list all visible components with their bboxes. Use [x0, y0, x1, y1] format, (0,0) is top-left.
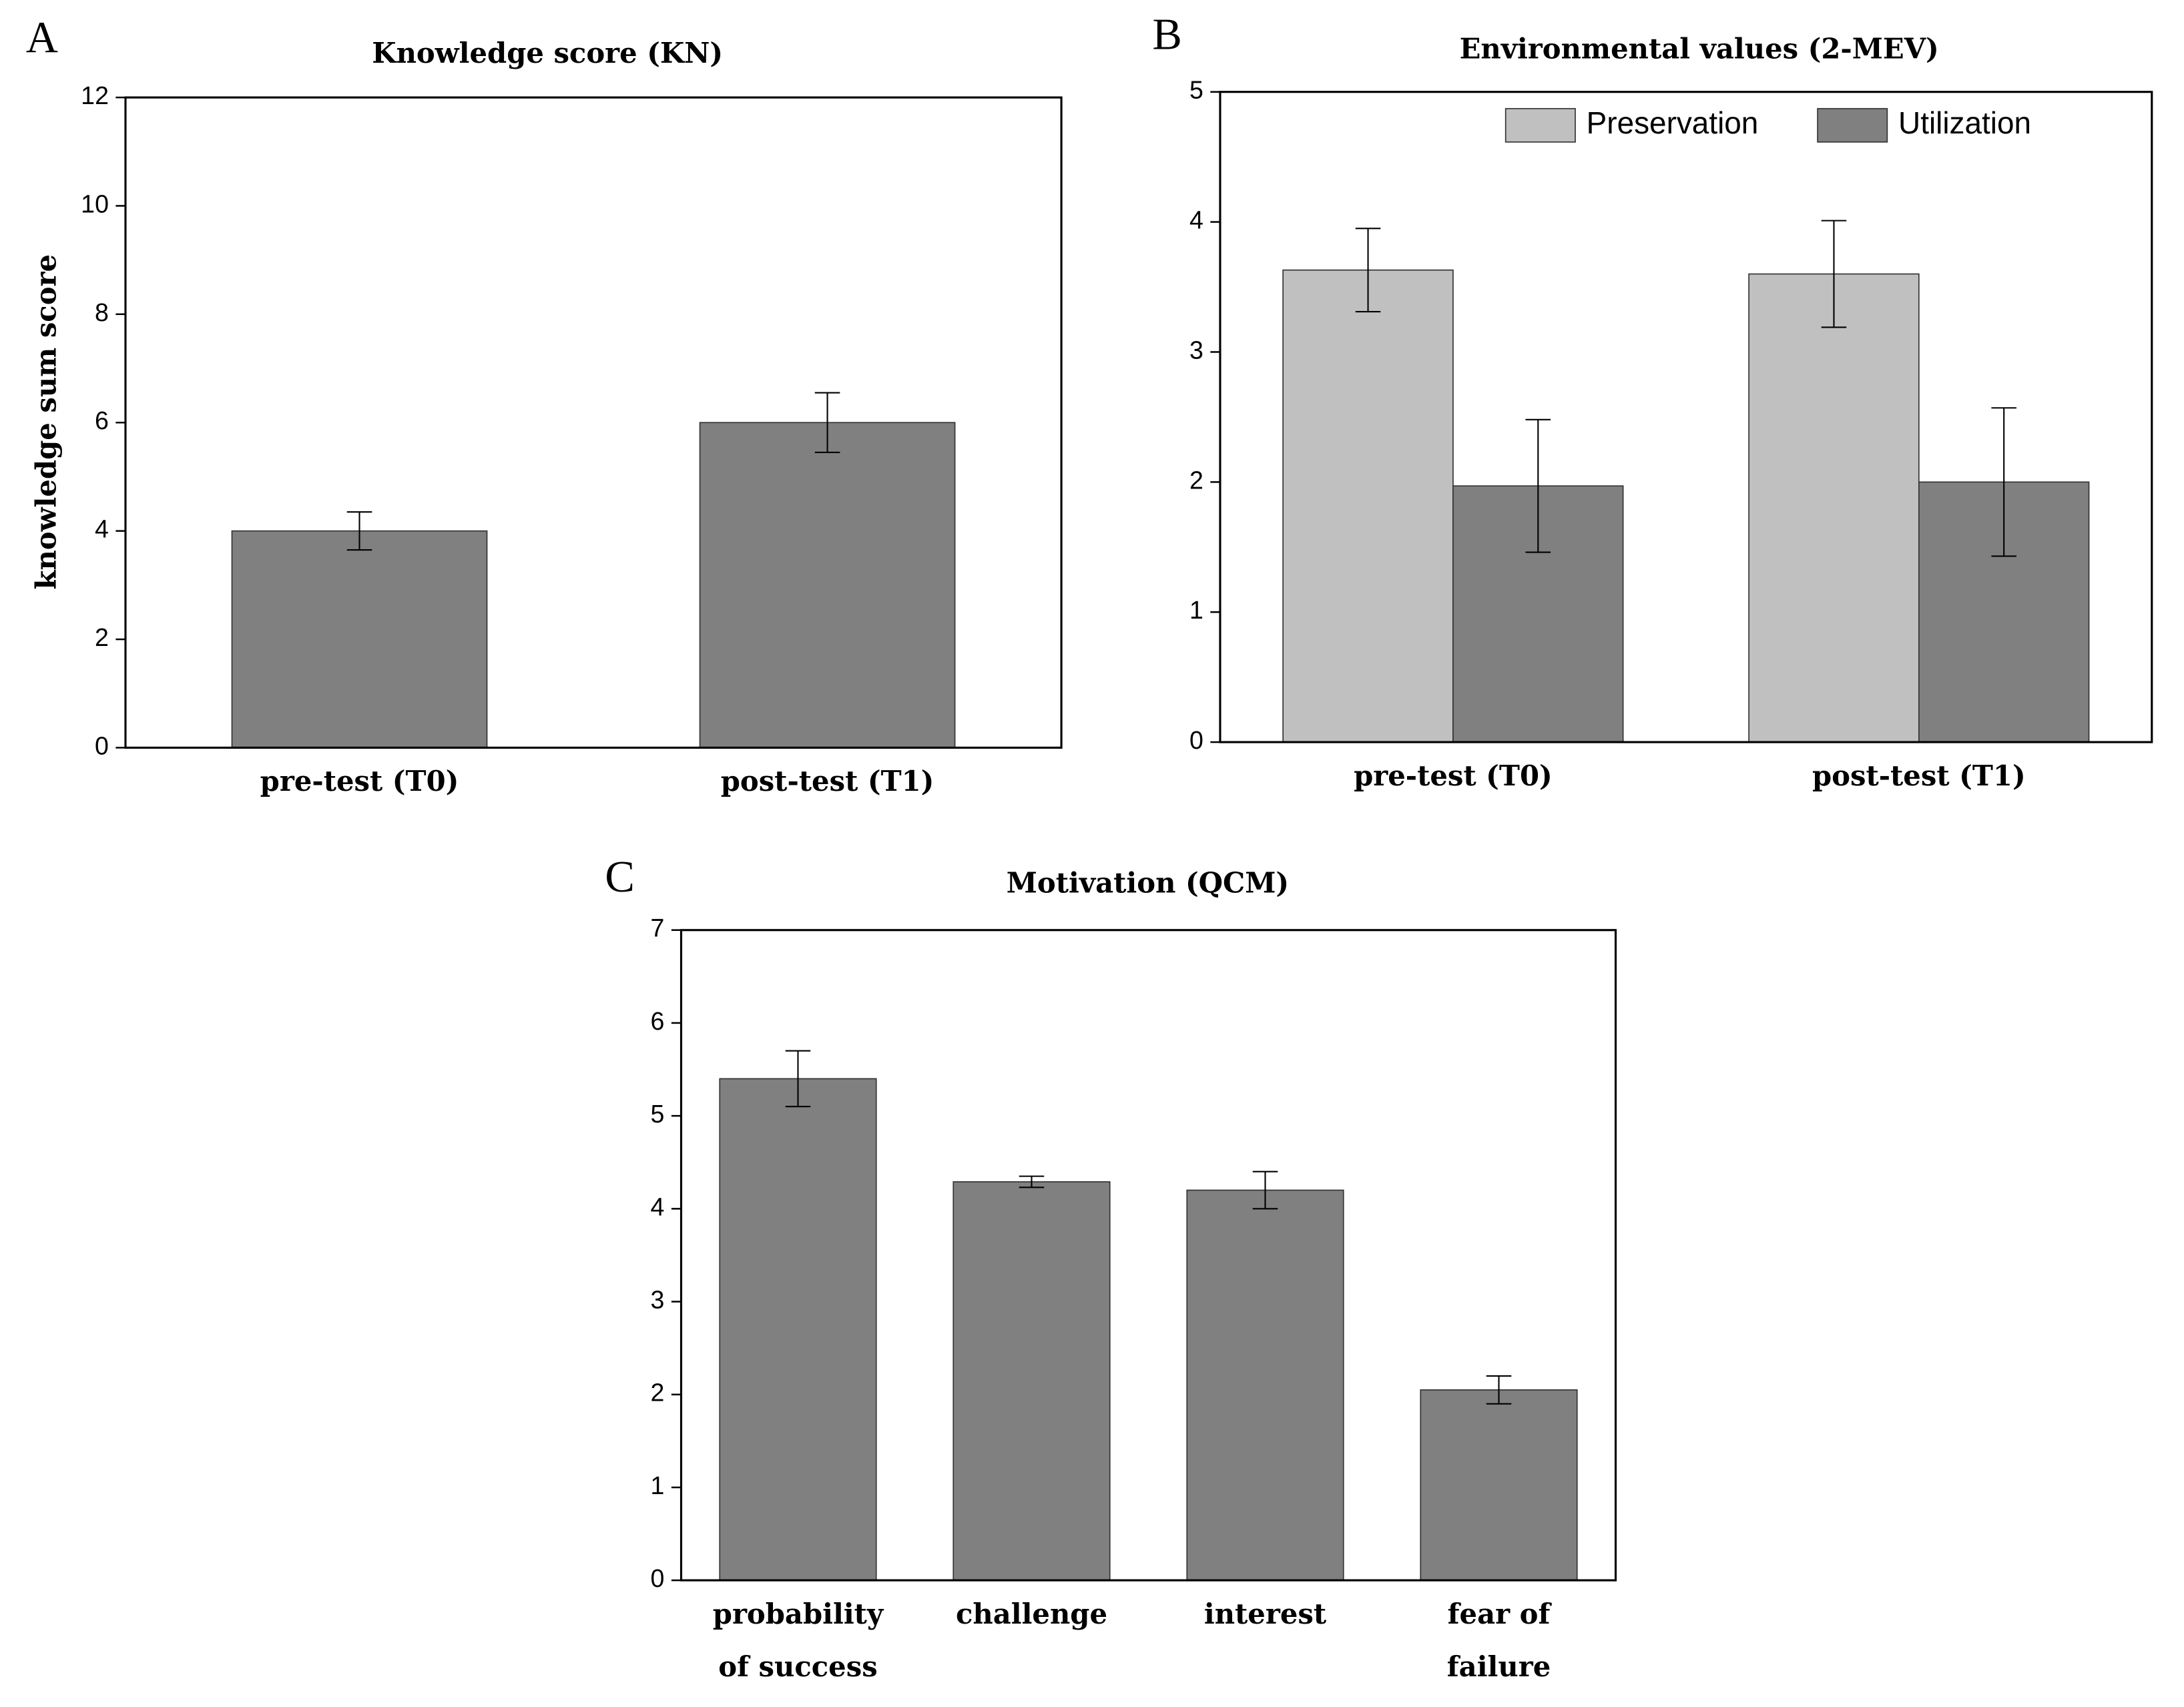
y-tick-label: 3 — [651, 1285, 665, 1313]
bar — [1420, 1389, 1578, 1581]
plot-frame — [124, 96, 1063, 749]
x-tick-label: post-test (T1) — [1812, 759, 2026, 792]
y-tick-label: 0 — [95, 731, 109, 759]
error-bar — [814, 392, 840, 453]
error-bar — [1252, 1170, 1278, 1210]
y-tick-label: 0 — [651, 1564, 665, 1592]
y-axis-label: knowledge sum score — [30, 254, 63, 590]
error-bar — [1525, 418, 1551, 553]
x-tick-label: pre-test (T0) — [1354, 759, 1553, 792]
x-tick-label: of success — [718, 1650, 877, 1683]
error-bar — [1019, 1175, 1045, 1188]
y-tick-label: 2 — [95, 623, 109, 651]
y-tick-label: 4 — [651, 1192, 665, 1221]
x-tick-label: interest — [1204, 1598, 1327, 1630]
legend-swatch — [1817, 107, 1888, 143]
y-tick-label: 1 — [651, 1471, 665, 1499]
error-bar — [1355, 228, 1381, 313]
error-bar — [1486, 1375, 1512, 1405]
chart-title: Environmental values (2-MEV) — [1460, 33, 1939, 65]
plot-frame — [1219, 91, 2153, 743]
y-tick-label: 0 — [1189, 726, 1203, 754]
x-tick-label: probability — [713, 1598, 884, 1630]
y-tick-label: 6 — [651, 1007, 665, 1035]
x-tick-label: post-test (T1) — [721, 765, 934, 797]
error-bar — [785, 1050, 811, 1108]
bar — [1282, 269, 1454, 743]
panel-label: C — [605, 853, 635, 902]
y-tick-label: 4 — [95, 515, 109, 543]
y-tick-label: 4 — [1189, 206, 1203, 234]
x-tick-label: fear of — [1448, 1598, 1553, 1630]
y-tick-label: 3 — [1189, 336, 1203, 364]
bar — [719, 1078, 877, 1581]
bar — [1748, 273, 1920, 743]
error-bar — [1821, 220, 1847, 328]
bar — [699, 422, 956, 749]
panel-label: B — [1152, 11, 1182, 59]
bar — [1186, 1189, 1344, 1581]
y-tick-label: 10 — [81, 190, 109, 218]
y-tick-label: 2 — [1189, 466, 1203, 494]
bar — [231, 530, 488, 749]
y-tick-label: 6 — [95, 406, 109, 434]
error-bar — [1991, 407, 2016, 557]
x-tick-label: pre-test (T0) — [260, 765, 459, 797]
chart-title: Knowledge score (KN) — [372, 37, 723, 69]
plot-frame — [679, 929, 1617, 1582]
chart-title: Motivation (QCM) — [1007, 866, 1289, 899]
legend-swatch — [1505, 107, 1576, 143]
y-tick-label: 1 — [1189, 596, 1203, 624]
y-tick-label: 8 — [95, 298, 109, 326]
legend-label: Preservation — [1587, 105, 1759, 140]
y-tick-label: 12 — [81, 81, 109, 109]
bar — [952, 1181, 1111, 1581]
error-bar — [346, 511, 372, 551]
y-tick-label: 5 — [651, 1100, 665, 1128]
y-tick-label: 5 — [1189, 76, 1203, 104]
panel-label: A — [26, 13, 58, 62]
x-tick-label: failure — [1447, 1650, 1551, 1683]
y-tick-label: 7 — [651, 914, 665, 942]
x-tick-label: challenge — [956, 1598, 1107, 1630]
legend-label: Utilization — [1898, 105, 2031, 140]
y-tick-label: 2 — [651, 1379, 665, 1407]
